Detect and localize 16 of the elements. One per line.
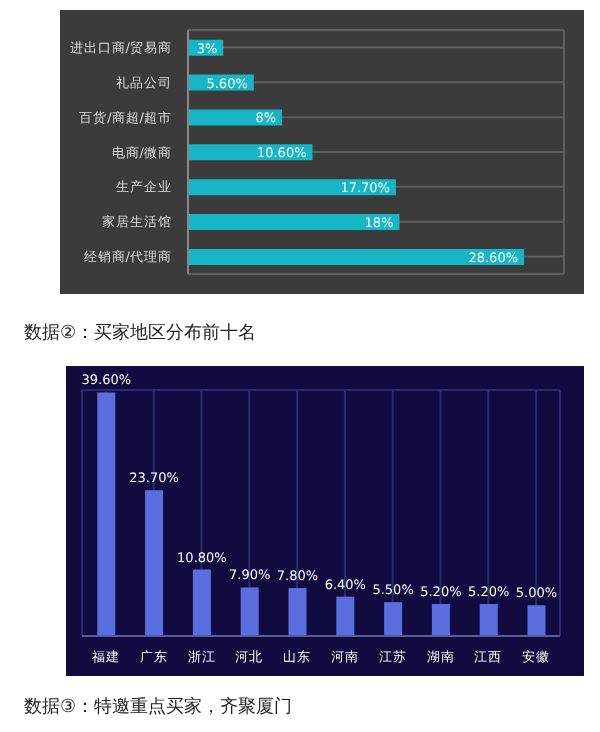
bar	[527, 605, 546, 636]
bar	[431, 604, 450, 636]
chart-title: 数据②：买家地区分布前十名	[24, 321, 257, 346]
bar	[288, 588, 307, 636]
bar	[479, 604, 498, 636]
bar	[188, 109, 282, 126]
bar	[97, 392, 116, 636]
bar	[145, 490, 164, 636]
bar	[192, 569, 211, 636]
bar	[188, 214, 400, 231]
text: 数据③：特邀重点买家，齐聚厦门	[24, 695, 293, 720]
bar	[336, 596, 355, 636]
bar	[384, 602, 403, 636]
bar	[240, 587, 259, 636]
bar	[188, 248, 525, 265]
bar	[188, 179, 396, 196]
